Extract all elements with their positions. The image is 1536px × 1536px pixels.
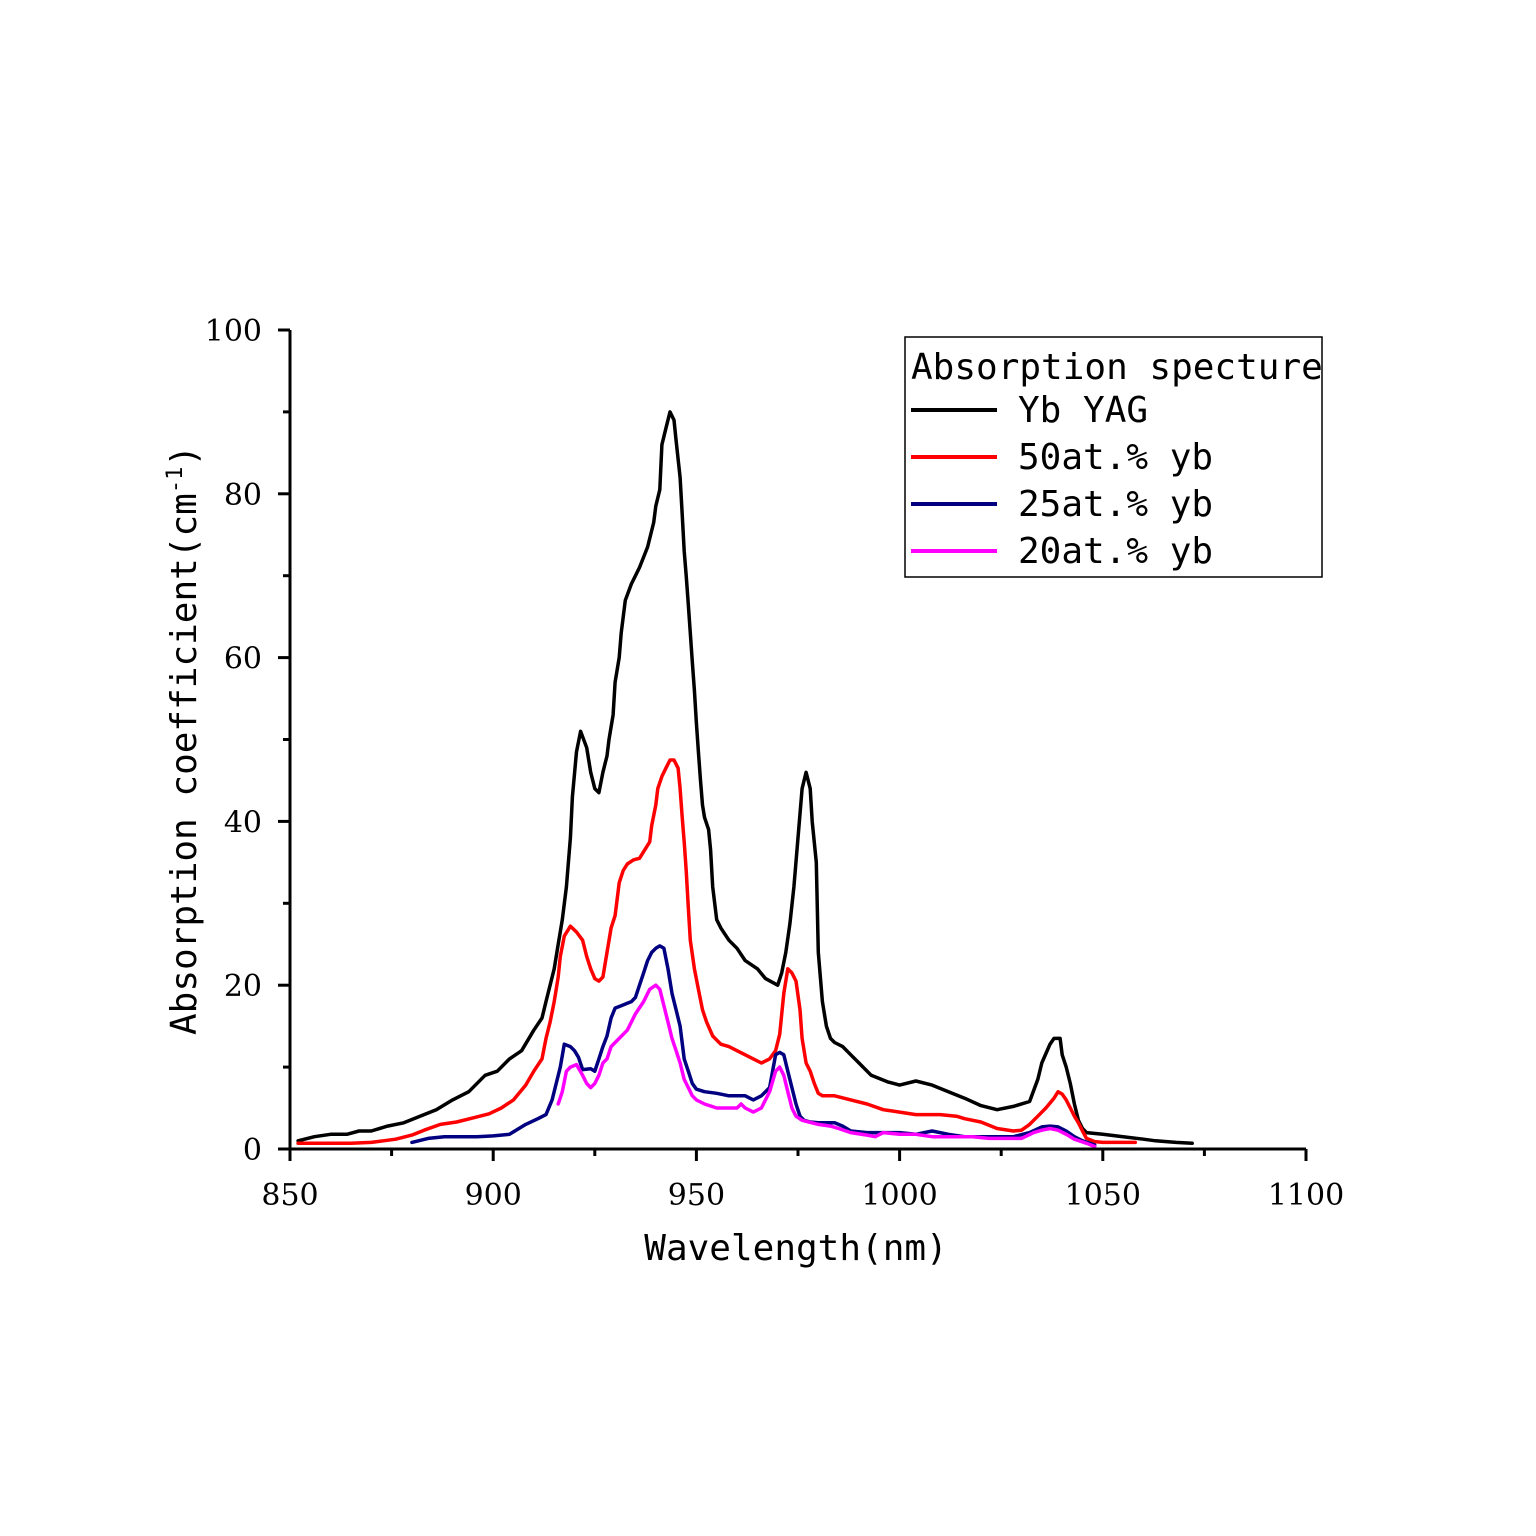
y-axis-title-close: ): [164, 445, 205, 467]
ticks: [278, 328, 1308, 1161]
x-tick-label: 850: [261, 1178, 318, 1213]
y-tick-label: 100: [205, 314, 262, 349]
plot-lines: [296, 410, 1194, 1149]
series-line-yb-yag: [296, 410, 1194, 1146]
legend: Absorption specture Yb YAG 50at.% yb 25at.…: [904, 336, 1323, 578]
y-tick-label: 80: [224, 478, 262, 513]
x-axis-title: Wavelength(nm): [644, 1228, 947, 1269]
series-line-20at-yb: [556, 983, 1097, 1149]
y-axis-title-main: Absorption coefficient(cm: [164, 493, 205, 1035]
x-tick-label: 1100: [1268, 1178, 1344, 1213]
y-tick-label: 40: [224, 805, 262, 840]
series-line-50at-yb: [296, 758, 1138, 1146]
y-tick-label: 60: [224, 642, 262, 677]
x-tick-label: 1000: [861, 1178, 937, 1213]
legend-label: 20at.% yb: [1018, 531, 1213, 572]
legend-label: 25at.% yb: [1018, 484, 1213, 525]
y-axis-title-sup: -1: [163, 467, 188, 494]
legend-entries: Yb YAG 50at.% yb 25at.% yb 20at.% yb: [911, 390, 1213, 572]
y-tick-label: 20: [224, 969, 262, 1004]
x-tick-label: 950: [668, 1178, 725, 1213]
legend-label: Yb YAG: [1018, 390, 1148, 431]
x-tick-label: 1050: [1065, 1178, 1141, 1213]
y-tick-label: 0: [243, 1133, 262, 1168]
y-axis-title: Absorption coefficient(cm-1): [163, 445, 205, 1035]
series-line-25at-yb: [410, 944, 1097, 1147]
tick-labels: 850 900 950 1000 1050 1100 0 20 40 60 80 100: [205, 314, 1344, 1213]
legend-label: 50at.% yb: [1018, 437, 1213, 478]
legend-title: Absorption specture: [911, 347, 1323, 388]
x-tick-label: 900: [465, 1178, 522, 1213]
